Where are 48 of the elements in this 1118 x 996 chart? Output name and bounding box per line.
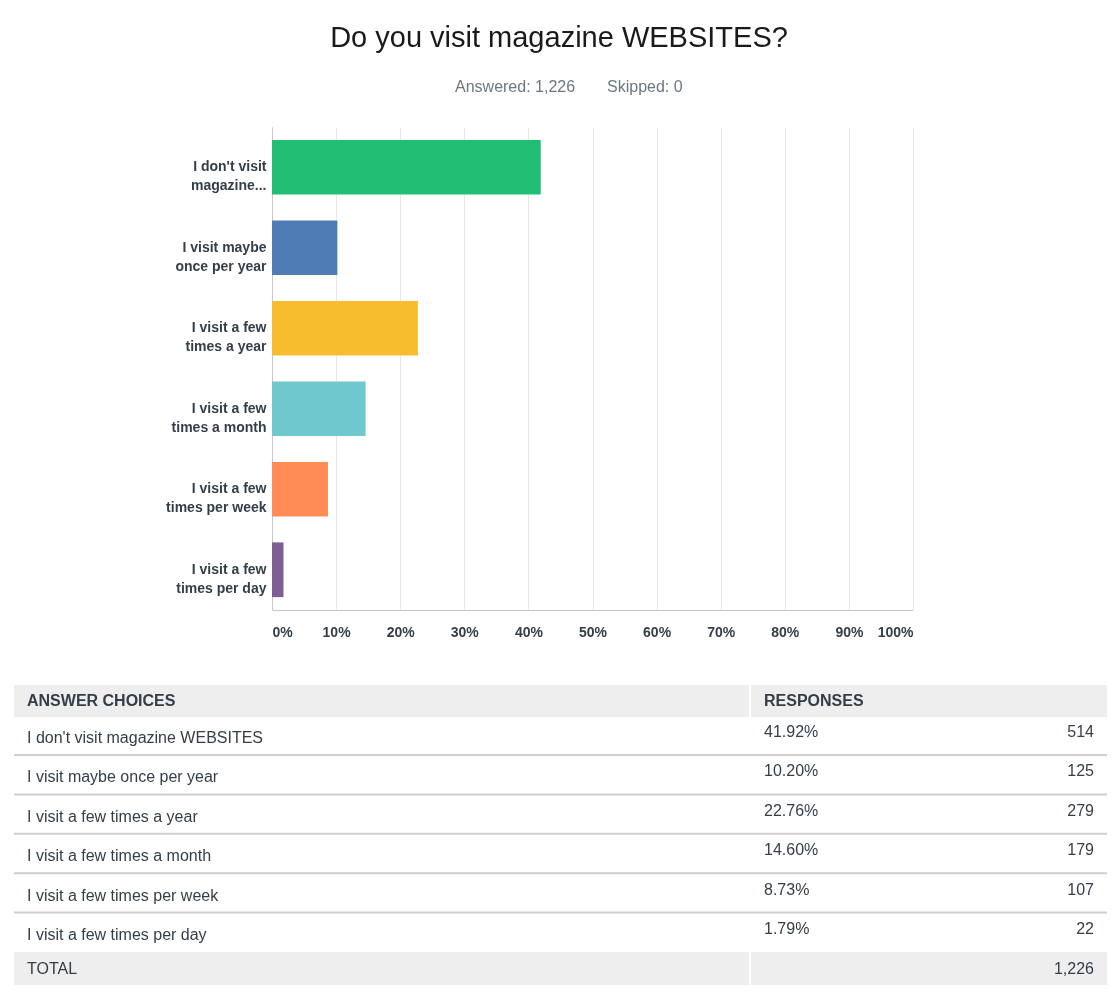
text: 41.92%: [764, 723, 819, 740]
y-tick-label: I visit a few times a month: [171, 399, 267, 435]
text: TOTAL: [27, 959, 78, 977]
text: 125: [1067, 762, 1095, 780]
bar: [272, 542, 284, 598]
bar: [272, 139, 541, 195]
y-tick-label: I visit a few times per week: [166, 480, 267, 516]
x-tick-label: 30%: [450, 623, 480, 640]
text: I visit a few times per day: [27, 926, 207, 943]
y-tick-label: I visit a few times per day: [176, 560, 267, 596]
text: RESPONSES: [764, 692, 864, 709]
text: I visit a few times a year: [27, 807, 199, 825]
text: I visit a few times a month: [27, 847, 212, 865]
text: 1.79%: [764, 920, 810, 937]
x-tick-label: 10%: [322, 623, 352, 640]
text: 22: [1076, 920, 1095, 937]
x-tick-label: 60%: [643, 623, 672, 640]
x-tick-label: 90%: [835, 623, 864, 640]
text: I visit a few times per week: [27, 886, 220, 904]
text: 179: [1067, 841, 1095, 859]
text: 279: [1067, 801, 1095, 819]
text: 107: [1067, 880, 1095, 898]
text: 514: [1067, 723, 1095, 740]
x-tick-label: 0%: [272, 623, 294, 640]
x-tick-label: 100%: [877, 623, 915, 640]
text: 14.60%: [764, 841, 819, 859]
x-tick-label: 40%: [514, 623, 544, 640]
chart-subtitle: Answered: 1,226: [455, 78, 576, 95]
text: Skipped: 0: [607, 78, 683, 95]
y-tick-label: I visit a few times a year: [185, 319, 268, 355]
x-tick-label: 20%: [386, 623, 416, 640]
bar: [272, 220, 338, 276]
text: 1,226: [1053, 959, 1095, 977]
y-tick-label: I visit maybe once per year: [175, 238, 268, 274]
x-tick-label: 50%: [578, 623, 608, 640]
bar: [272, 381, 366, 437]
text: ANSWER CHOICES: [27, 692, 176, 709]
bar: [272, 461, 328, 517]
x-tick-label: 70%: [707, 623, 736, 640]
chart-title: Do you visit magazine WEBSITES?: [330, 21, 788, 53]
text: 22.76%: [764, 801, 819, 819]
x-tick-label: 80%: [771, 623, 800, 640]
text: 10.20%: [764, 762, 819, 780]
text: I visit maybe once per year: [27, 768, 219, 786]
text: 8.73%: [764, 880, 810, 898]
bar: [272, 300, 418, 356]
y-tick-label: I don't visit magazine...: [191, 158, 267, 194]
text: I don't visit magazine WEBSITES: [27, 729, 264, 746]
